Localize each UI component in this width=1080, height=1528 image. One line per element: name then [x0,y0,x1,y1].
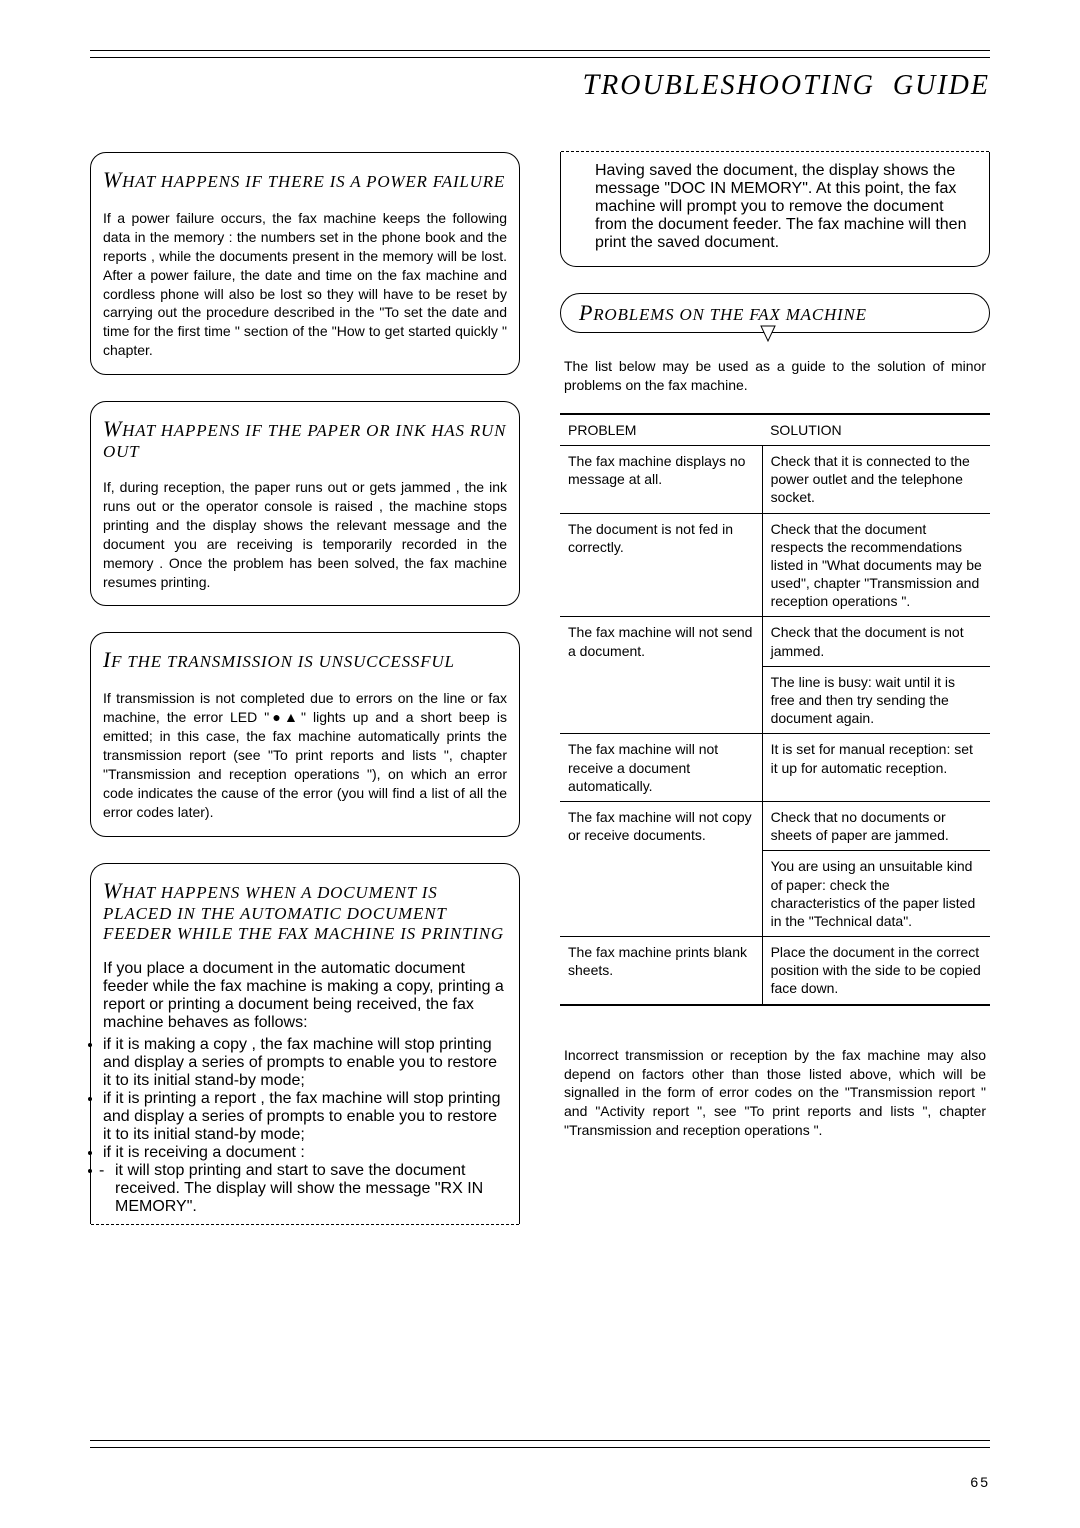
problems-footer: Incorrect transmission or reception by t… [564,1046,986,1140]
problem-cell: The document is not fed in correctly. [560,513,762,617]
th-problem: PROBLEM [560,414,762,446]
table-row: The fax machine displays no message at a… [560,445,990,513]
problem-cell: The fax machine will not copy or receive… [560,801,762,936]
problem-cell: The fax machine displays no message at a… [560,445,762,513]
adf-bullet-1: if it is making a copy , the fax machine… [103,1036,507,1090]
problems-intro: The list below may be used as a guide to… [564,357,986,395]
adf-bullet-2: if it is printing a report , the fax mac… [103,1090,507,1144]
section-transmission: IF THE TRANSMISSION IS UNSUCCESSFUL If t… [90,632,520,836]
body-power-failure: If a power failure occurs, the fax machi… [103,209,507,360]
intro-adf: If you place a document in the automatic… [103,960,507,1032]
section-paper-ink: WHAT HAPPENS IF THE PAPER OR INK HAS RUN… [90,401,520,606]
table-row: The fax machine will not receive a docum… [560,734,990,802]
solution-cell: Check that no documents or sheets of pap… [762,801,990,850]
problem-cell: The fax machine prints blank sheets. [560,937,762,1005]
table-row: The fax machine will not send a document… [560,617,990,666]
problems-table: PROBLEM SOLUTION The fax machine display… [560,413,990,1006]
section-power-failure: WHAT HAPPENS IF THERE IS A POWER FAILURE… [90,152,520,375]
problems-heading-wrap: PROBLEMS ON THE FAX MACHINE [560,293,990,333]
adf-bullet-3: if it is receiving a document : [103,1144,507,1162]
solution-cell: You are using an unsuitable kind of pape… [762,851,990,937]
solution-cell: Check that the document respects the rec… [762,513,990,617]
table-row: The document is not fed in correctly.Che… [560,513,990,617]
problem-cell: The fax machine will not send a document… [560,617,762,734]
table-row: The fax machine will not copy or receive… [560,801,990,850]
heading-tail-icon [760,325,790,345]
adf-bullets: if it is making a copy , the fax machine… [103,1036,507,1216]
adf-continuation: Having saved the document, the display s… [573,162,977,252]
section-adf-cont: Having saved the document, the display s… [560,152,990,267]
section-adf-printing: WHAT HAPPENS WHEN A DOCUMENT IS PLACED I… [90,863,520,1224]
page-number: 65 [970,1474,990,1490]
heading-adf-printing: WHAT HAPPENS WHEN A DOCUMENT IS PLACED I… [103,878,507,944]
solution-cell: Check that the document is not jammed. [762,617,990,666]
body-paper-ink: If, during reception, the paper runs out… [103,478,507,591]
heading-power-failure: WHAT HAPPENS IF THERE IS A POWER FAILURE [103,167,507,193]
page-title: TROUBLESHOOTING GUIDE [90,68,990,102]
solution-cell: Place the document in the correct positi… [762,937,990,1005]
solution-cell: The line is busy: wait until it is free … [762,666,990,734]
th-solution: SOLUTION [762,414,990,446]
solution-cell: It is set for manual reception: set it u… [762,734,990,802]
heading-paper-ink: WHAT HAPPENS IF THE PAPER OR INK HAS RUN… [103,416,507,462]
table-row: The fax machine prints blank sheets.Plac… [560,937,990,1005]
adf-sub: it will stop printing and start to save … [103,1162,507,1216]
problem-cell: The fax machine will not receive a docum… [560,734,762,802]
body-transmission: If transmission is not completed due to … [103,689,507,821]
heading-transmission: IF THE TRANSMISSION IS UNSUCCESSFUL [103,647,507,673]
solution-cell: Check that it is connected to the power … [762,445,990,513]
